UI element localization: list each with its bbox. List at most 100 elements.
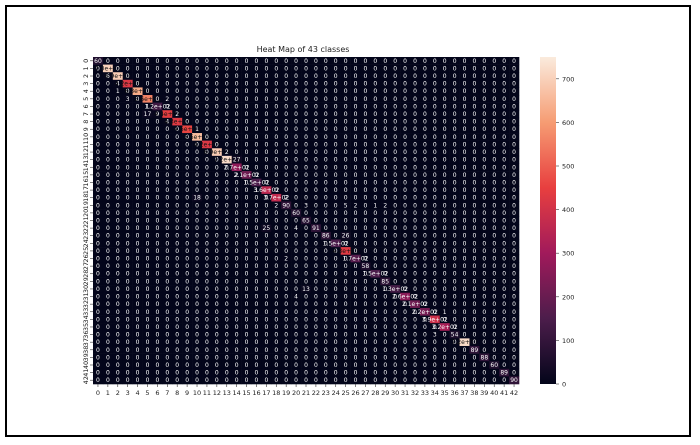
heatmap-cell xyxy=(152,95,163,103)
heatmap-cell xyxy=(102,323,114,332)
cell-value-label: 0 xyxy=(304,126,308,133)
heatmap-cell xyxy=(172,338,183,347)
heatmap-cell xyxy=(142,72,153,81)
heatmap-cell xyxy=(509,231,520,240)
x-tick-label: 18 xyxy=(272,389,280,397)
cell-value-label: 0 xyxy=(334,316,338,323)
cell-value-label: 0 xyxy=(96,65,100,72)
heatmap-cell xyxy=(231,292,242,301)
cell-value-label: 0 xyxy=(344,332,348,339)
cell-value-label: 0 xyxy=(245,377,249,384)
heatmap-cell xyxy=(310,368,322,377)
cell-value-label: 0 xyxy=(175,88,179,95)
heatmap-cell xyxy=(390,72,401,81)
cell-value-label: 0 xyxy=(463,377,467,384)
cell-value-label: 0 xyxy=(96,347,100,354)
cell-value-label: 0 xyxy=(264,218,268,225)
cell-value-label: 0 xyxy=(344,88,348,95)
cell-value-label: 0 xyxy=(126,73,130,80)
heatmap-cell xyxy=(201,361,213,370)
cell-value-label: 0 xyxy=(255,225,259,232)
heatmap-cell xyxy=(449,117,460,126)
heatmap-cell xyxy=(320,239,332,248)
cell-value-label: 0 xyxy=(235,65,239,72)
cell-value-label: 0 xyxy=(393,294,397,301)
cell-value-label: 0 xyxy=(185,88,189,95)
heatmap-cell xyxy=(390,345,401,354)
cell-value-label: 0 xyxy=(492,103,496,110)
cell-value-label: 0 xyxy=(195,332,199,339)
cell-value-label: 0 xyxy=(314,210,318,217)
heatmap-cell xyxy=(479,148,490,157)
cell-value-label: 0 xyxy=(185,164,189,171)
cell-value-label: 0 xyxy=(502,157,506,164)
heatmap-cell xyxy=(251,307,262,316)
cell-value-label: 0 xyxy=(205,179,209,186)
heatmap-cell xyxy=(320,148,332,157)
cell-value-label: 0 xyxy=(185,263,189,270)
cell-value-label: 0 xyxy=(136,65,140,72)
heatmap-cell xyxy=(459,285,470,294)
y-tick-label: 16 xyxy=(82,178,90,186)
heatmap-cell xyxy=(509,95,520,103)
cell-value-label: 0 xyxy=(492,96,496,103)
heatmap-cell xyxy=(390,201,401,210)
cell-value-label: 0 xyxy=(146,294,150,301)
heatmap-cell xyxy=(499,110,510,119)
cell-value-label: 0 xyxy=(96,278,100,285)
heatmap-cell xyxy=(489,155,500,164)
heatmap-cell xyxy=(499,102,510,111)
cell-value-label: 0 xyxy=(205,233,209,240)
heatmap-cell xyxy=(291,262,302,271)
heatmap-cell xyxy=(291,231,302,240)
heatmap-cell xyxy=(102,345,114,354)
heatmap-cell xyxy=(320,95,332,103)
cell-value-label: 0 xyxy=(443,157,447,164)
heatmap-cell xyxy=(301,345,312,354)
cell-value-label: 0 xyxy=(482,58,486,65)
cell-value-label: 0 xyxy=(314,370,318,377)
cell-value-label: 0 xyxy=(245,225,249,232)
cell-value-label: 0 xyxy=(106,126,110,133)
cell-value-label: 0 xyxy=(433,126,437,133)
heatmap-cell xyxy=(320,117,332,126)
cell-value-label: 0 xyxy=(383,256,387,263)
heatmap-cell xyxy=(320,345,332,354)
cell-value-label: 0 xyxy=(245,164,249,171)
cell-value-label: 0 xyxy=(324,218,328,225)
heatmap-cell xyxy=(459,262,470,271)
cell-value-label: 0 xyxy=(274,58,278,65)
heatmap-cell xyxy=(201,231,213,240)
heatmap-cell xyxy=(122,209,133,217)
heatmap-cell xyxy=(201,247,213,256)
cell-value-label: 0 xyxy=(136,271,140,278)
heatmap-cell xyxy=(410,148,421,157)
x-tick-label: 15 xyxy=(242,389,250,397)
heatmap-cell xyxy=(93,247,104,256)
heatmap-cell xyxy=(479,277,490,286)
heatmap-cell xyxy=(429,338,441,347)
cell-value-label: 0 xyxy=(383,286,387,293)
heatmap-cell xyxy=(429,193,441,202)
heatmap-cell xyxy=(271,353,282,362)
heatmap-cell xyxy=(439,216,450,225)
cell-value-label: 0 xyxy=(96,111,100,118)
cell-value-label: 0 xyxy=(393,96,397,103)
cell-value-label: 0 xyxy=(324,202,328,209)
heatmap-cell xyxy=(142,353,153,362)
heatmap-cell xyxy=(439,239,450,248)
heatmap-cell xyxy=(221,338,232,347)
cell-value-label: 0 xyxy=(304,347,308,354)
cell-value-label: 0 xyxy=(215,134,219,141)
heatmap-cell xyxy=(449,345,460,354)
cell-value-label: 0 xyxy=(136,103,140,110)
heatmap-cell xyxy=(400,193,411,202)
cell-value-label: 0 xyxy=(116,202,120,209)
heatmap-cell xyxy=(390,269,401,278)
cell-value-label: 0 xyxy=(304,256,308,263)
heatmap-cell xyxy=(291,315,302,324)
heatmap-cell xyxy=(301,307,312,316)
cell-value-label: 0 xyxy=(364,187,368,194)
heatmap-cell xyxy=(469,102,480,111)
cell-value-label: 0 xyxy=(284,339,288,346)
